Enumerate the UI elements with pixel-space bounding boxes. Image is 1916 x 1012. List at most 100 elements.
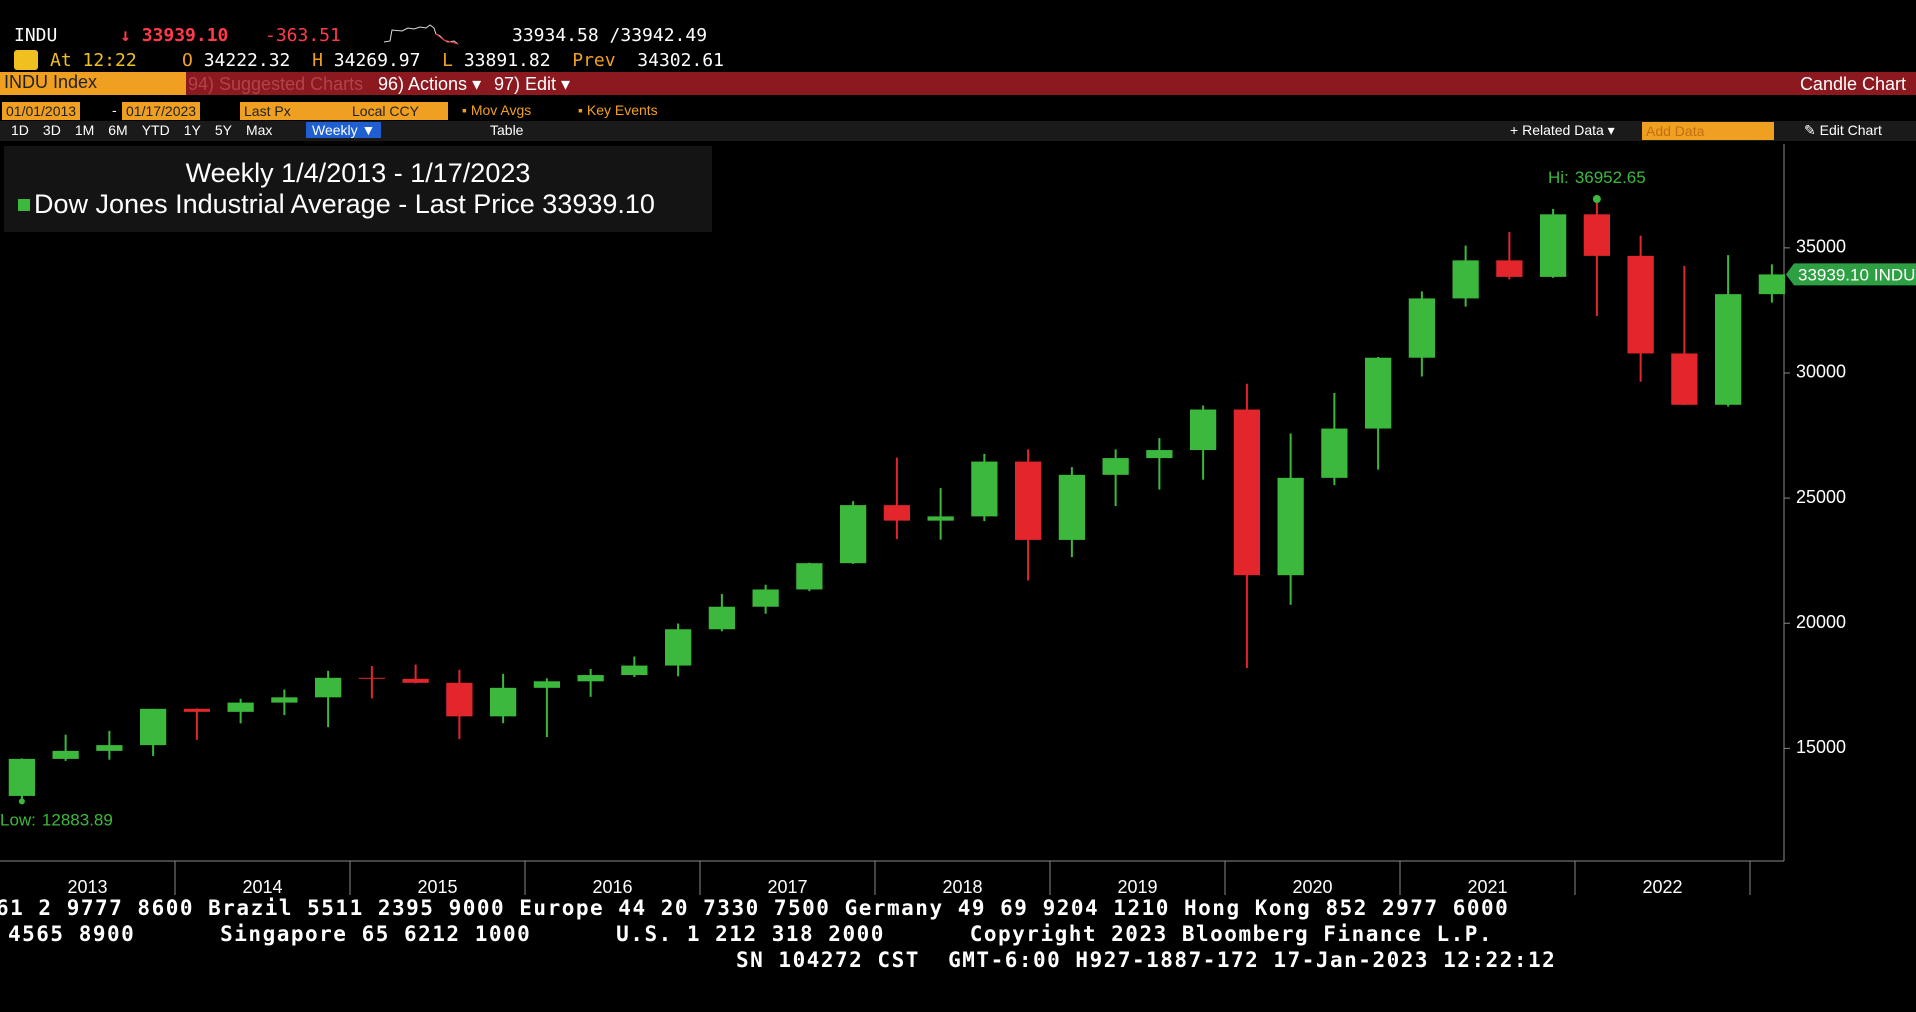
x-tick-label: 2019	[1117, 877, 1157, 897]
candle-body	[1540, 214, 1567, 277]
x-tick-label: 2014	[242, 877, 282, 897]
candle-body	[708, 606, 735, 630]
prev: 34302.61	[637, 50, 724, 71]
menu-item[interactable]: 96) Actions ▾	[378, 74, 482, 94]
candle-body	[1058, 474, 1085, 540]
candle-body	[665, 629, 692, 666]
menu-label: 96) Actions	[378, 74, 468, 94]
field[interactable]: Last Px	[240, 102, 348, 120]
candle-body	[1627, 255, 1654, 354]
range-bar	[0, 121, 1916, 141]
candle-body	[1365, 357, 1392, 429]
low-label: Low: 12883.89	[0, 810, 113, 829]
candle-body	[1758, 274, 1785, 295]
hi-label: Hi: 36952.65	[1548, 168, 1646, 187]
range-button[interactable]: 1M	[74, 122, 95, 138]
y-tick-label: 15000	[1796, 737, 1846, 757]
x-tick-label: 2022	[1642, 877, 1682, 897]
range-button[interactable]: 1Y	[183, 122, 201, 138]
last-price: ↓ 33939.10	[120, 25, 229, 46]
menu-item[interactable]: 97) Edit ▾	[494, 74, 571, 94]
candle-body	[140, 708, 167, 746]
hi-value: 36952.65	[1575, 168, 1646, 187]
price-tag-value: 33939.10	[1798, 265, 1869, 284]
y-tick-label: 20000	[1796, 612, 1846, 632]
candle-body	[52, 750, 79, 759]
option-label: Mov Avgs	[470, 102, 532, 118]
range-button[interactable]: 1D	[11, 122, 29, 138]
option[interactable]: ▪ Mov Avgs	[462, 102, 532, 118]
low-label-text: Low:	[0, 810, 36, 829]
candle-body	[1715, 294, 1742, 405]
x-tick-label: 2017	[767, 877, 807, 897]
candle-body	[840, 505, 867, 564]
footer-line: SN 104272 CST GMT-6:00 H927-1887-172 17-…	[736, 948, 1557, 972]
candle-body	[1452, 260, 1479, 299]
candle-body	[1146, 450, 1173, 459]
series-name: Dow Jones Industrial Average - Last Pric…	[34, 189, 535, 219]
price-tag-ticker: INDU	[1874, 265, 1916, 284]
related-label: Related Data	[1522, 122, 1604, 138]
ohlc: O 34222.32 H 34269.97 L 33891.82 Prev 34…	[182, 50, 724, 71]
symbol: INDU	[14, 25, 58, 46]
candle-body	[1671, 353, 1698, 405]
series-last: 33939.10	[542, 189, 655, 219]
low-value: 12883.89	[42, 810, 113, 829]
footer: 61 2 9777 8600 Brazil 5511 2395 9000 Eur…	[0, 896, 1916, 1012]
add-data[interactable]: Add Data	[1642, 122, 1774, 140]
legend-swatch	[18, 199, 30, 211]
candle-body	[1277, 477, 1304, 576]
y-tick-label: 25000	[1796, 487, 1846, 507]
table-button[interactable]: Table	[490, 122, 524, 138]
ranges: 1D 3D 1M 6M YTD 1Y 5Y Max	[4, 122, 279, 138]
y-tick-label: 30000	[1796, 362, 1846, 382]
high-label: H	[312, 50, 323, 71]
currency[interactable]: Local CCY	[348, 102, 448, 120]
candle-body	[1408, 298, 1435, 358]
price-tag	[1786, 263, 1916, 286]
range-button[interactable]: 5Y	[214, 122, 232, 138]
edit-chart[interactable]: ✎ Edit Chart	[1804, 122, 1882, 138]
high: 34269.97	[333, 50, 421, 71]
open-label: O	[182, 50, 193, 71]
x-tick-label: 2013	[67, 877, 107, 897]
legend-box	[4, 146, 712, 232]
dash: -	[112, 102, 117, 118]
range-button[interactable]: 6M	[108, 122, 128, 138]
option-label: Key Events	[586, 102, 658, 118]
candle-body	[402, 678, 429, 683]
range-button[interactable]: 3D	[42, 122, 61, 138]
candle-body	[971, 461, 998, 517]
candle-body	[8, 758, 35, 796]
end-date[interactable]: 01/17/2023	[122, 102, 201, 120]
menu-bar: INDU Index 94) Suggested Charts 96) Acti…	[0, 72, 1916, 95]
prev-label: Prev	[572, 50, 616, 71]
candle-body	[315, 677, 342, 698]
candle-body	[577, 675, 604, 682]
menu-item[interactable]: 94) Suggested Charts	[188, 74, 364, 94]
sparkline	[383, 24, 459, 45]
open: 34222.32	[203, 50, 291, 71]
range-button[interactable]: YTD	[141, 122, 170, 138]
candle-body	[927, 516, 954, 521]
time: At 12:22	[50, 50, 137, 71]
candle-body	[1496, 260, 1523, 277]
footer-line: 4565 8900 Singapore 65 6212 1000 U.S. 1 …	[8, 922, 1494, 946]
edit-label: Edit Chart	[1819, 122, 1882, 138]
low-label: L	[442, 50, 453, 71]
security[interactable]: INDU Index	[0, 72, 186, 95]
y-tick-label: 35000	[1796, 237, 1846, 257]
related-data[interactable]: + Related Data ▾	[1510, 122, 1615, 138]
hi-marker	[1592, 194, 1601, 203]
low-marker	[18, 798, 25, 805]
candle-body	[490, 687, 517, 717]
candle-body	[358, 677, 385, 679]
range-button[interactable]: Max	[245, 122, 273, 138]
candle-body	[1102, 458, 1129, 475]
clock-icon	[14, 50, 38, 70]
candle-body	[752, 589, 779, 607]
option[interactable]: ▪ Key Events	[578, 102, 658, 118]
period[interactable]: Weekly ▼	[306, 122, 382, 138]
period-label: Weekly	[312, 122, 358, 138]
start-date[interactable]: 01/01/2013	[2, 102, 81, 120]
